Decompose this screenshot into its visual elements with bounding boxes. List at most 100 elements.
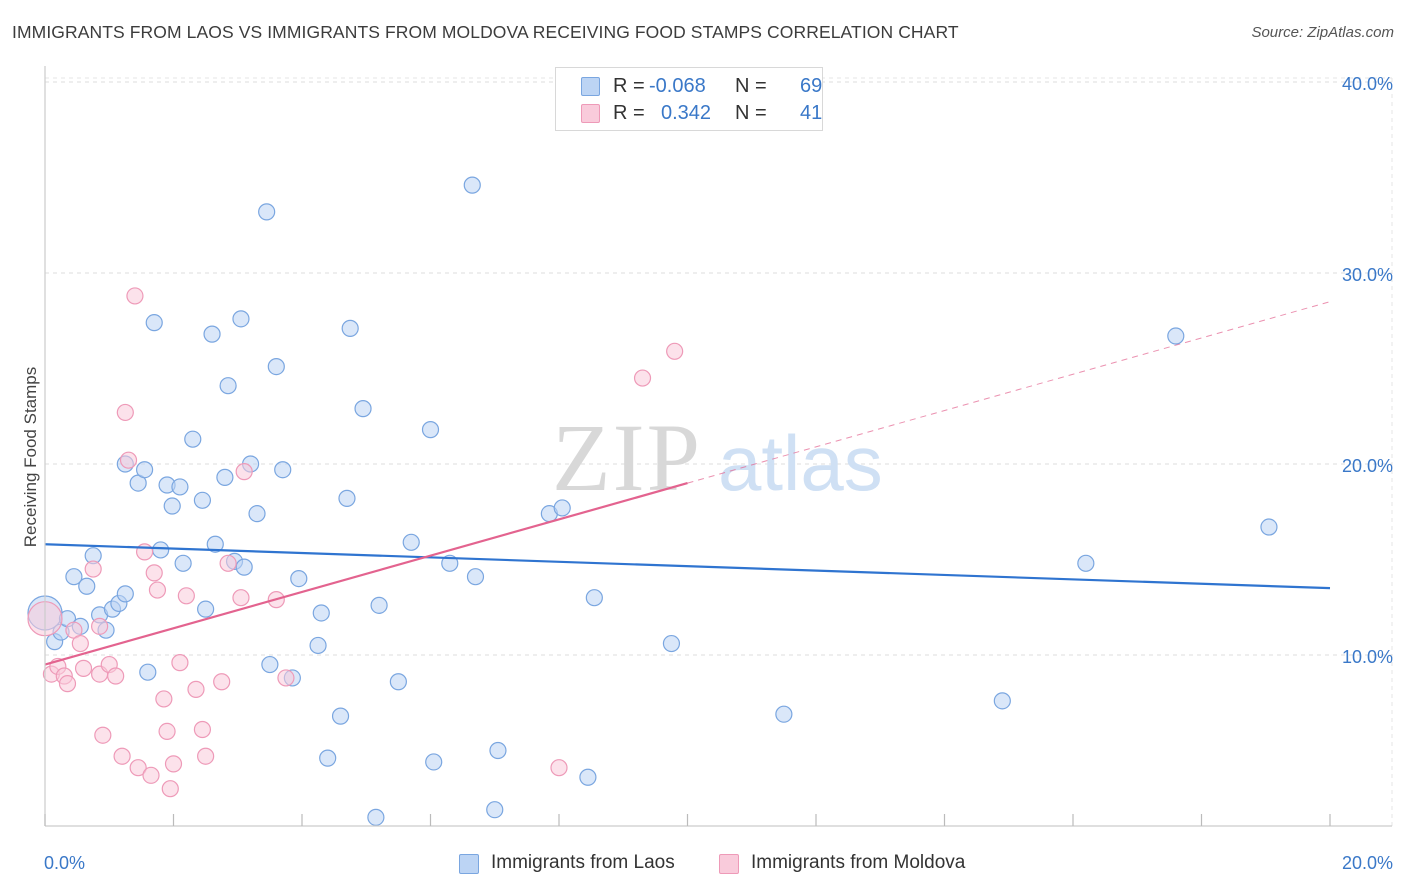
moldova-point [58,675,77,693]
laos-point [135,461,154,479]
bottom-legend-label: Immigrants from Laos [491,852,675,873]
correlation-legend: R = -0.068 N = 69 R = 0.342 N = 41 [555,67,823,131]
laos-point [421,421,440,439]
laos-point [235,558,253,576]
laos-point [993,692,1011,710]
laos-point [261,655,279,674]
moldova-point [187,680,205,698]
data-points [27,176,1278,826]
moldova-point [74,659,93,677]
trend-lines [44,301,1331,666]
laos-point [441,554,459,572]
laos-point [65,568,83,586]
y-tick-label: 40.0% [1342,74,1393,94]
moldova-point [164,755,183,773]
moldova-point [135,543,154,561]
laos-point [553,499,571,517]
moldova-point [142,766,160,784]
laos-point [184,430,202,448]
laos-point [463,176,481,194]
y-axis-label: Receiving Food Stamps [21,366,40,548]
axes [44,66,1392,827]
laos-point [367,808,385,826]
laos-point [219,377,237,395]
moldova-point [666,342,684,360]
legend-n-label: N = [735,75,767,97]
laos-point [579,768,597,786]
moldova-point [213,673,231,691]
bottom-legend-label: Immigrants from Moldova [751,852,966,873]
legend-r-label: R = [613,75,645,97]
x-tick-label: 20.0% [1342,853,1393,873]
moldova-point [161,780,179,798]
moldova-trend-extension [687,301,1331,484]
moldova-point [193,720,212,739]
laos-point [232,310,250,328]
moldova-point [235,463,253,481]
laos-point [775,705,793,723]
laos-point [309,636,327,655]
laos-point [216,468,234,486]
laos-point [338,489,356,507]
legend-n-value: 41 [800,102,823,124]
chart-title: IMMIGRANTS FROM LAOS VS IMMIGRANTS FROM … [12,22,959,42]
moldova-point [155,690,173,708]
laos-point [139,663,157,681]
moldova-point [119,451,138,469]
laos-point [585,589,603,607]
laos-point [171,478,189,496]
moldova-point [91,617,109,635]
legend-n-value: 69 [800,75,823,97]
moldova-point [107,667,125,685]
laos-point [206,535,224,553]
moldova-point [71,634,89,653]
laos-point [203,325,221,343]
moldova-point [277,669,295,687]
laos-point [341,319,359,337]
moldova-point [158,722,176,741]
tick-labels: 10.0% 20.0% 30.0% 40.0% 0.0% 20.0% [44,74,1393,873]
legend-r-value: 0.342 [661,102,712,124]
laos-point [402,533,420,551]
bottom-swatch-moldova [719,854,739,874]
watermark: ZIP atlas [552,404,883,511]
moldova-point [113,747,131,765]
laos-point [1260,518,1278,536]
y-tick-label: 30.0% [1342,265,1393,285]
moldova-point [129,759,147,777]
laos-point [331,707,350,725]
bottom-swatch-laos [459,854,479,874]
moldova-point [550,759,568,777]
laos-point [116,585,134,603]
laos-point [1167,327,1185,345]
laos-point [354,400,372,418]
laos-point [425,753,443,771]
legend-swatch-moldova [581,104,600,123]
laos-point [389,673,407,691]
watermark-atlas: atlas [718,419,883,507]
laos-point [274,461,292,479]
legend-r-label: R = [613,102,645,124]
y-tick-label: 20.0% [1342,456,1393,476]
moldova-point [219,554,237,572]
laos-point [486,801,504,819]
laos-point [662,634,681,653]
moldova-point [232,589,250,607]
laos-point [312,604,330,622]
laos-point [1077,554,1095,572]
laos-point [197,600,215,618]
laos-point [152,541,170,559]
laos-point [145,314,163,332]
laos-point [267,357,285,376]
legend-r-value: -0.068 [649,75,706,97]
watermark-zip: ZIP [552,404,702,511]
legend-swatch-laos [581,77,600,96]
source-credit: Source: ZipAtlas.com [1251,24,1394,41]
moldova-point [633,369,652,387]
laos-point [248,505,266,523]
laos-point [174,554,192,572]
moldova-point [197,747,215,765]
x-tick-label: 0.0% [44,853,85,873]
moldova-point [145,564,163,582]
